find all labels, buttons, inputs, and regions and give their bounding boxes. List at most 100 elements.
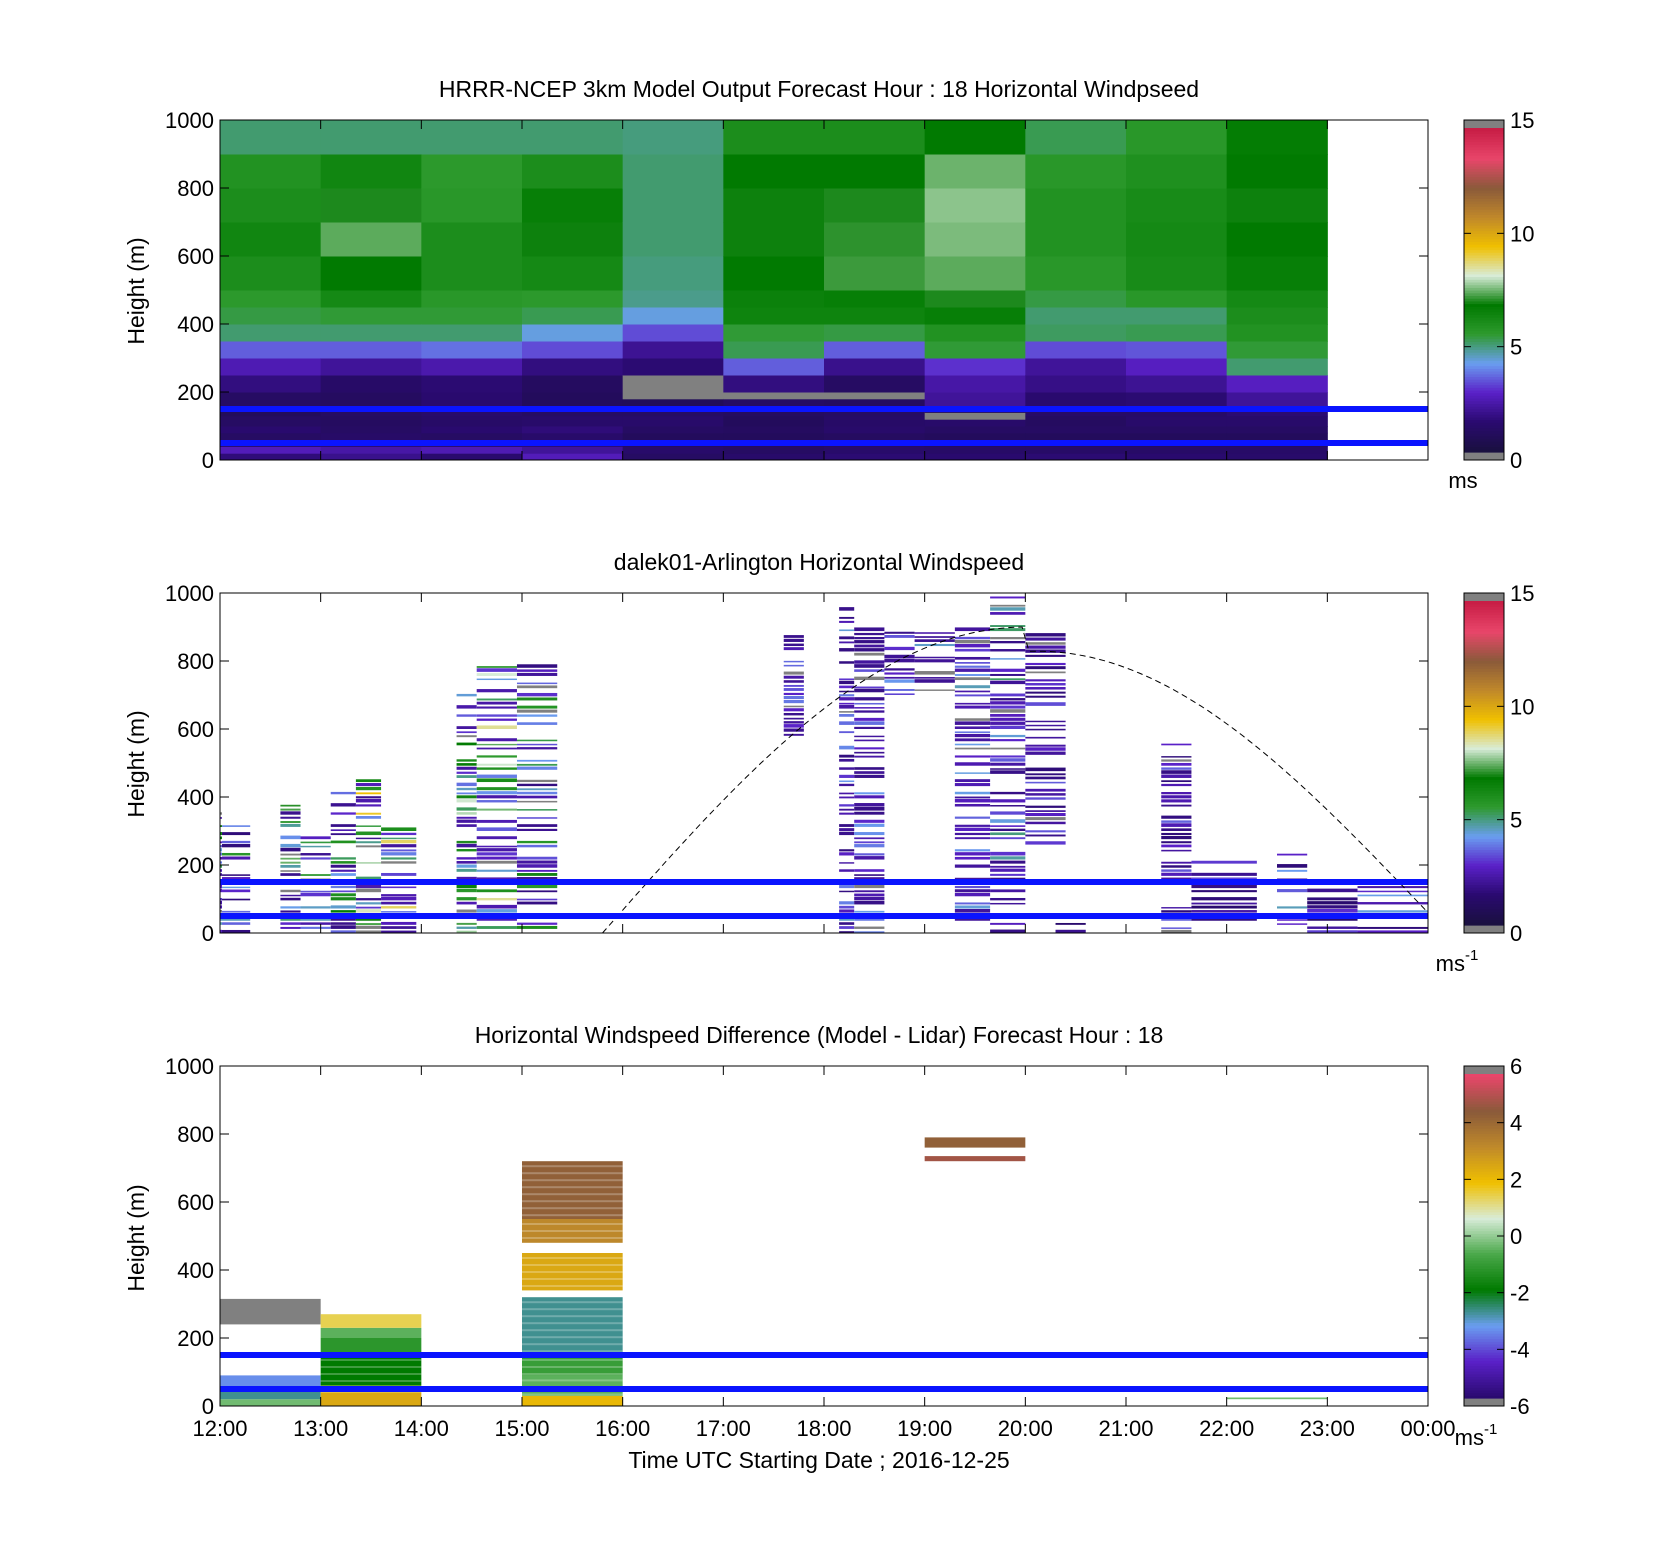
lidar-cell-3-19 [300, 853, 331, 856]
lidar-cell-19-6 [1161, 907, 1192, 909]
lidar-cell-22-7 [1307, 901, 1358, 905]
y-axis-label-lidar: Height (m) [123, 710, 149, 817]
lidar-cell-15-25 [954, 827, 991, 831]
colorbar-step-diff-19 [1464, 1344, 1504, 1348]
lidar-cell-17-37 [1025, 691, 1066, 694]
lidar-cell-5-5 [355, 909, 382, 913]
colorbar-step-model-69 [1464, 263, 1504, 267]
lidar-cell-20-5 [1191, 910, 1257, 913]
lidar-cell-1-0 [222, 929, 251, 933]
lidar-cell-17-9 [1025, 805, 1066, 808]
lidar-cell-17-0 [1025, 841, 1066, 845]
lidar-cell-12-21 [854, 844, 885, 848]
model-cell-4-1 [622, 446, 724, 454]
lidar-cell-7-16 [456, 864, 477, 868]
model-cell-8-13 [1025, 290, 1127, 308]
diff-band-13-1 [522, 1308, 623, 1311]
model-cell-5-11 [723, 341, 825, 359]
colorbar-step-diff-40 [1464, 1287, 1504, 1291]
lidar-cell-12-66 [854, 660, 885, 664]
colorbar-step-lidar-38 [1464, 819, 1504, 823]
colorbar-step-diff-71 [1464, 1203, 1504, 1207]
colorbar-step-lidar-60 [1464, 760, 1504, 764]
colorbar-step-model-18 [1464, 400, 1504, 404]
colorbar-step-model-80 [1464, 233, 1504, 237]
diff-band-14-4 [522, 1285, 623, 1287]
model-cell-3-3 [522, 432, 624, 441]
lidar-cell-7-41 [456, 763, 477, 766]
colorbar-step-diff-61 [1464, 1230, 1504, 1234]
colorbar-step-diff-16 [1464, 1352, 1504, 1356]
lidar-cell-5-22 [355, 841, 382, 844]
lidar-cell-16-40 [990, 768, 1026, 770]
colorbar-step-diff-109 [1464, 1101, 1504, 1105]
colorbar-step-diff-55 [1464, 1246, 1504, 1251]
colorbar-step-lidar-30 [1464, 841, 1504, 845]
model-cell-2-11 [421, 324, 523, 342]
colorbar-step-lidar-19 [1464, 871, 1504, 875]
lidar-cell-4-8 [330, 897, 356, 901]
lidar-cell-11-20 [839, 849, 855, 852]
colorbar-step-model-98 [1464, 184, 1504, 188]
lidar-cell-17-8 [1025, 810, 1066, 812]
lidar-cell-12-43 [854, 755, 885, 758]
lidar-cell-17-5 [1025, 821, 1066, 825]
lidar-cell-11-53 [839, 714, 855, 717]
colorbar-step-diff-86 [1464, 1163, 1504, 1167]
lidar-cell-5-21 [355, 845, 382, 848]
model-cell-1-12 [320, 307, 422, 325]
lidar-cell-4-34 [330, 791, 356, 795]
lidar-cell-12-47 [854, 739, 885, 742]
lidar-cell-4-1 [330, 925, 356, 929]
colorbar-step-model-21 [1464, 392, 1504, 396]
lidar-cell-6-18 [381, 857, 417, 860]
lidar-cell-12-8 [854, 896, 885, 901]
lidar-cell-15-26 [954, 824, 991, 827]
lidar-cell-15-24 [954, 832, 991, 836]
lidar-cell-5-31 [355, 804, 382, 807]
model-cell-0-17 [220, 154, 322, 189]
lidar-cell-12-74 [854, 627, 885, 632]
lidar-cell-2-27 [280, 821, 301, 823]
colorbar-step-diff-104 [1464, 1114, 1504, 1118]
lidar-cell-16-16 [990, 865, 1026, 868]
model-cell-1-16 [320, 188, 422, 223]
model-cell-6-15 [824, 256, 926, 291]
colorbar-step-lidar-116 [1464, 609, 1504, 613]
xtick-label-diff-7: 19:00 [897, 1416, 952, 1441]
lidar-cell-10-15 [783, 671, 804, 675]
lidar-cell-8-19 [476, 852, 517, 856]
colorbar-step-model-56 [1464, 298, 1504, 302]
lidar-cell-1-18 [222, 856, 251, 860]
colorbar-step-diff-7 [1464, 1376, 1504, 1380]
lidar-cell-12-14 [854, 874, 885, 876]
colorbar-step-model-115 [1464, 138, 1504, 143]
model-cell-10-16 [1226, 188, 1328, 223]
lidar-cell-14-12 [914, 643, 955, 647]
model-cell-0-12 [220, 307, 322, 325]
lidar-cell-7-27 [456, 819, 477, 823]
colorbar-step-lidar-18 [1464, 873, 1504, 877]
lidar-cell-20-14 [1191, 872, 1257, 876]
colorbar-step-diff-8 [1464, 1373, 1504, 1377]
model-cell-3-12 [522, 307, 624, 325]
lidar-cell-8-20 [476, 848, 517, 852]
lidar-cell-10-22 [783, 643, 804, 647]
colorbar-step-lidar-84 [1464, 695, 1504, 699]
colorbar-step-model-45 [1464, 327, 1504, 332]
lidar-cell-7-33 [456, 795, 477, 799]
colorbar-step-model-51 [1464, 311, 1504, 315]
lidar-cell-0-28 [220, 817, 223, 819]
lidar-cell-10-12 [783, 684, 804, 687]
lidar-cell-3-22 [300, 841, 331, 844]
lidar-cell-8-50 [476, 725, 517, 729]
colorbar-step-model-52 [1464, 308, 1504, 313]
model-cell-8-9 [1025, 358, 1127, 376]
lidar-cell-9-30 [516, 809, 558, 811]
colorbar-step-diff-33 [1464, 1306, 1504, 1310]
diff-band-6-1 [320, 1366, 422, 1368]
model-cell-1-4 [320, 426, 422, 434]
lidar-cell-4-3 [330, 917, 356, 921]
lidar-cell-7-13 [456, 876, 477, 880]
model-cell-0-5 [220, 415, 322, 427]
